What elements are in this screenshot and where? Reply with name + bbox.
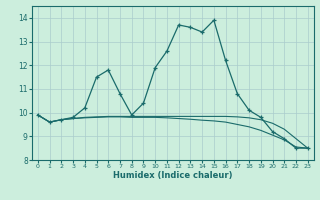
X-axis label: Humidex (Indice chaleur): Humidex (Indice chaleur) — [113, 171, 233, 180]
